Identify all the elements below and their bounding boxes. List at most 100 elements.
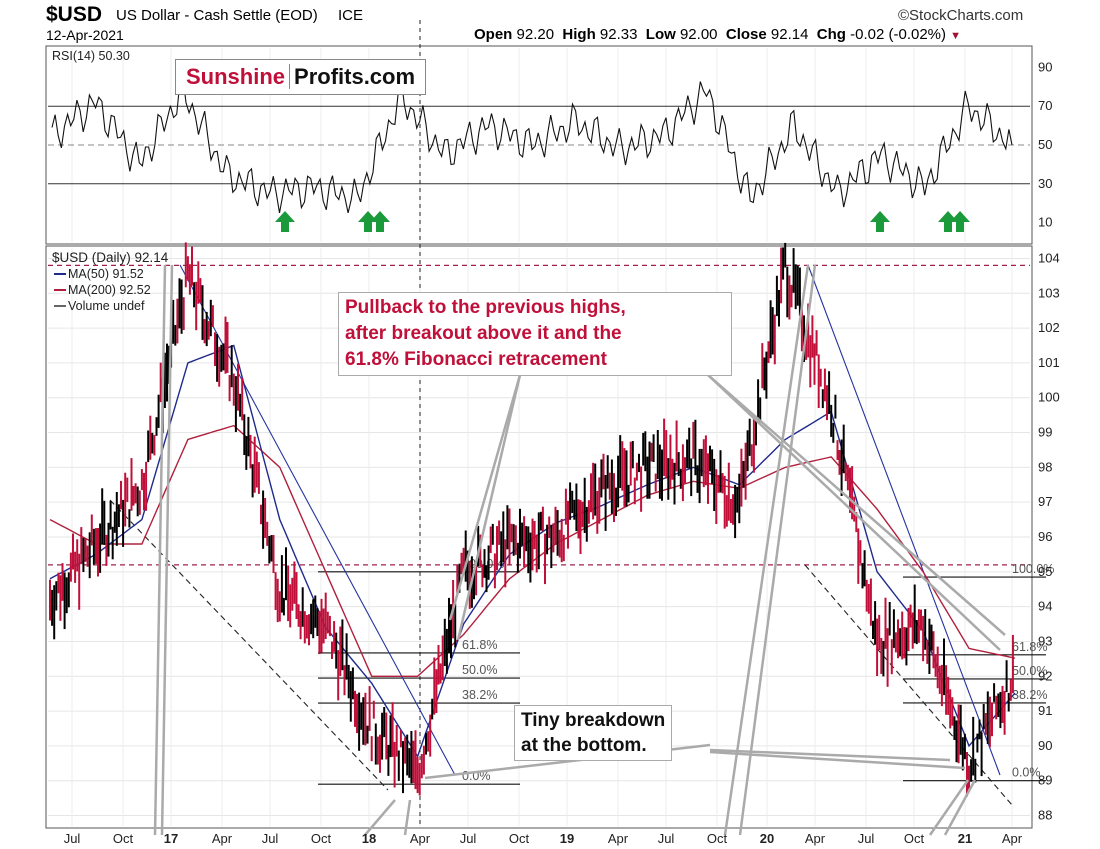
rsi-green-arrow [870, 211, 890, 232]
price-tick-label: 91 [1038, 703, 1052, 718]
price-panel-title: $USD (Daily) 92.14 [52, 250, 169, 265]
brand-part2: Profits.com [289, 64, 416, 89]
rsi-green-arrow [950, 211, 970, 232]
callout-pointer [723, 264, 810, 836]
close-value: 92.14 [770, 26, 809, 43]
fib-level-label: 0.0% [1012, 766, 1041, 780]
callout-pointer [709, 750, 966, 770]
chg-label: Chg [816, 26, 846, 43]
rsi-green-arrow [938, 211, 958, 232]
rsi-green-arrow [275, 211, 295, 232]
x-tick-label: Jul [262, 831, 279, 846]
price-tick-label: 97 [1038, 494, 1052, 509]
x-tick-label: 21 [958, 831, 972, 846]
callout-pointer [456, 374, 522, 641]
rsi-tick-label: 30 [1038, 176, 1052, 191]
price-tick-label: 90 [1038, 738, 1052, 753]
x-tick-label: 18 [362, 831, 376, 846]
x-tick-label: Jul [858, 831, 875, 846]
rsi-tick-label: 50 [1038, 137, 1052, 152]
callout-pointer [707, 374, 1006, 636]
fib-level-label: 50.0% [462, 663, 497, 677]
x-tick-label: Apr [608, 831, 629, 846]
trend-line [109, 499, 389, 791]
x-tick-label: Oct [707, 831, 728, 846]
annotation-pullback-line-3: 61.8% Fibonacci retracement [345, 349, 607, 370]
callout-pointer [448, 374, 522, 621]
trend-line [804, 564, 1013, 806]
rsi-green-arrow [370, 211, 390, 232]
open-value: 92.20 [516, 26, 555, 43]
low-label: Low [645, 26, 676, 43]
price-tick-label: 92 [1038, 668, 1052, 683]
x-tick-label: Apr [805, 831, 826, 846]
annotation-breakdown: Tiny breakdown at the bottom. [514, 705, 673, 761]
fib-level-label: 100.0% [1012, 562, 1054, 576]
rsi-line [51, 75, 1013, 214]
legend-entry: Volume undef [68, 299, 145, 313]
x-tick-label: 19 [560, 831, 574, 846]
rsi-tick-label: 10 [1038, 215, 1052, 230]
fib-level-label: 61.8% [1012, 640, 1047, 654]
price-tick-label: 88 [1038, 808, 1052, 823]
down-triangle-icon: ▼ [950, 30, 962, 42]
fib-level-label: 38.2% [1012, 688, 1047, 702]
x-tick-label: Apr [212, 831, 233, 846]
price-tick-label: 99 [1038, 425, 1052, 440]
x-tick-label: 17 [164, 831, 178, 846]
x-tick-label: Oct [311, 831, 332, 846]
rsi-tick-label: 70 [1038, 98, 1052, 113]
x-tick-label: Apr [410, 831, 431, 846]
close-label: Close [725, 26, 767, 43]
callout-pointer [738, 264, 817, 836]
open-label: Open [474, 26, 513, 43]
callout-pointer [707, 374, 1001, 651]
x-tick-label: Jul [64, 831, 81, 846]
callout-pointer [928, 779, 970, 836]
x-tick-label: Apr [1002, 831, 1023, 846]
annotation-pullback: Pullback to the previous highs, after br… [338, 292, 732, 376]
annotation-breakdown-line-1: Tiny breakdown [521, 710, 666, 731]
low-value: 92.00 [679, 26, 718, 43]
rsi-green-arrow [358, 211, 378, 232]
price-tick-label: 96 [1038, 529, 1052, 544]
rsi-label: RSI(14) 50.30 [52, 49, 130, 63]
source-credit: ©StockCharts.com [898, 7, 1024, 24]
x-tick-label: 20 [760, 831, 774, 846]
high-value: 92.33 [599, 26, 638, 43]
x-tick-label: Oct [509, 831, 530, 846]
legend-entry: MA(200) 92.52 [68, 283, 151, 297]
callout-pointer [364, 799, 396, 836]
annotation-breakdown-line-2: at the bottom. [521, 735, 647, 756]
price-tick-label: 95 [1038, 564, 1052, 579]
brand-part1: Sunshine [186, 64, 286, 89]
x-tick-label: Jul [658, 831, 675, 846]
ohlc-readout: Open 92.20 High 92.33 Low 92.00 Close 92… [474, 26, 961, 43]
ticker-symbol: $USD [46, 3, 103, 26]
x-tick-label: Oct [904, 831, 925, 846]
callout-pointer [943, 779, 977, 836]
x-tick-label: Jul [460, 831, 477, 846]
trend-line [807, 264, 1001, 776]
fib-level-label: 38.2% [462, 688, 497, 702]
price-tick-label: 101 [1038, 355, 1060, 370]
x-tick-label: Oct [113, 831, 134, 846]
legend-entry: MA(50) 91.52 [68, 267, 144, 281]
rsi-tick-label: 90 [1038, 59, 1052, 74]
price-tick-label: 89 [1038, 773, 1052, 788]
chg-value: -0.02 (-0.02%) [850, 26, 946, 43]
brand-logo: Sunshine Profits.com [175, 59, 427, 95]
price-tick-label: 100 [1038, 390, 1060, 405]
price-tick-label: 102 [1038, 320, 1060, 335]
instrument-name: US Dollar - Cash Settle (EOD) [116, 7, 318, 24]
annotation-pullback-line-1: Pullback to the previous highs, [345, 297, 626, 318]
price-tick-label: 93 [1038, 633, 1052, 648]
price-tick-label: 103 [1038, 285, 1060, 300]
chart-date: 12-Apr-2021 [46, 27, 124, 43]
price-tick-label: 94 [1038, 599, 1052, 614]
price-tick-label: 104 [1038, 250, 1060, 265]
callout-pointer [153, 264, 167, 836]
exchange-name: ICE [338, 7, 364, 24]
price-tick-label: 98 [1038, 459, 1052, 474]
fib-level-label: 50.0% [1012, 664, 1047, 678]
